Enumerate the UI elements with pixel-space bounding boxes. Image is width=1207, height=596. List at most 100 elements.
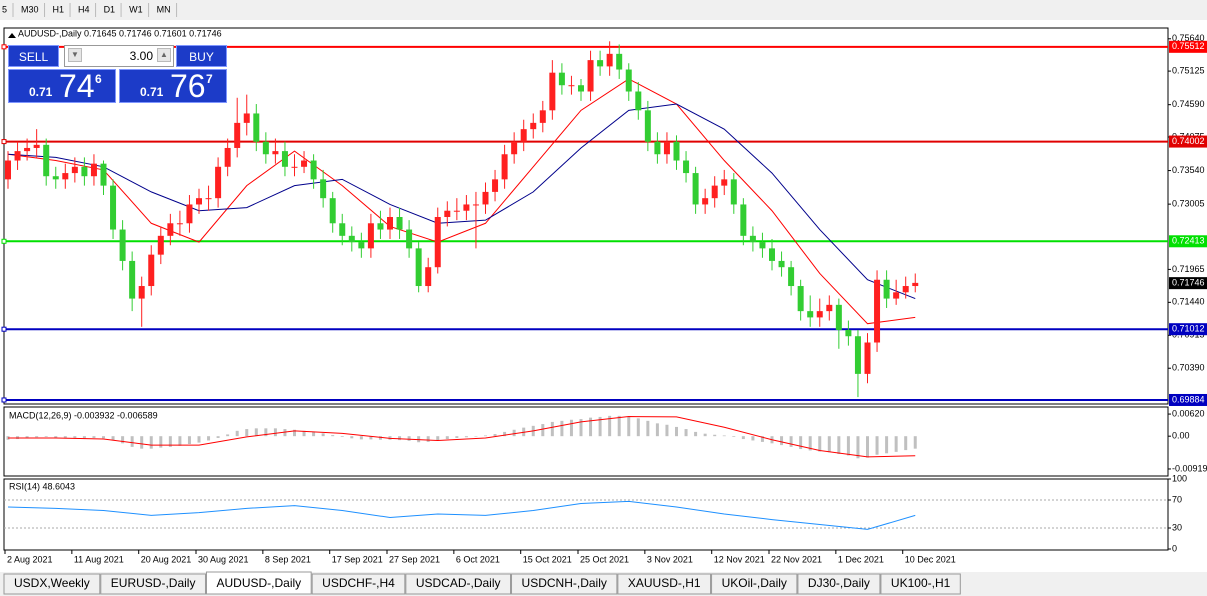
tab-label[interactable]: DJ30-,Daily [808,576,870,590]
tab[interactable] [617,573,712,595]
candle-body [281,151,288,167]
histogram-bar [751,436,755,441]
candle-body [129,260,136,299]
y-tick-label: -0.00919 [1172,463,1207,473]
tab-label[interactable]: UKOil-,Daily [722,576,787,590]
buy-button[interactable]: BUY [176,45,227,67]
tab[interactable] [3,573,101,595]
tab-label[interactable]: EURUSD-,Daily [111,576,196,590]
tab[interactable] [311,573,406,595]
candle-body [234,122,241,148]
candle-body [568,85,575,87]
buy-price[interactable]: 0.71 76 7 [119,68,227,104]
tab-label[interactable]: USDCAD-,Daily [416,576,501,590]
candle-body [196,198,202,205]
level-label-bg [1169,40,1207,53]
tab[interactable] [797,573,881,595]
tab[interactable] [205,571,312,595]
candle-body [797,286,804,312]
candle-body [539,110,546,123]
histogram-bar [216,436,220,438]
timeframe-button[interactable]: M30 [21,4,39,14]
histogram-bar [130,436,134,447]
candle-body [730,179,737,205]
tab-label[interactable]: XAUUSD-,H1 [628,576,701,590]
timeframe-button[interactable]: W1 [129,4,143,14]
histogram-bar [512,429,516,437]
tab-label[interactable]: UK100-,H1 [891,576,951,590]
tab-label[interactable]: USDX,Weekly [14,576,90,590]
histogram-bar [560,420,564,437]
y-tick-label: 0.00620 [1172,408,1205,418]
candle-body [759,242,766,249]
histogram-bar [550,421,554,437]
histogram-bar [722,435,726,437]
indicator-line [7,103,916,300]
histogram-bar [474,436,478,437]
level-handle [1,139,7,145]
candle-body [444,210,451,217]
histogram-bar [140,436,144,449]
histogram-bar [627,416,631,437]
candle-body [635,91,642,111]
sell-button[interactable]: SELL [8,45,59,67]
lots-down[interactable]: ▼ [68,48,82,62]
candle-body [492,179,499,192]
y-tick-label: 0.75640 [1172,33,1205,43]
timeframe-button[interactable]: H4 [78,4,90,14]
timeframe-button[interactable]: H1 [53,4,65,14]
timeframe-button[interactable]: D1 [104,4,116,14]
tab[interactable] [100,573,206,595]
candle-body [81,166,88,177]
candle-body [893,292,900,299]
histogram-bar [149,436,153,449]
tab[interactable] [711,573,798,595]
y-tick-label: 0.75125 [1172,65,1205,75]
candle-body [148,254,155,287]
candle-body [301,160,308,167]
candle-body [816,311,823,318]
candle-body [520,129,527,142]
candle-body [616,53,623,70]
tab-label[interactable]: USDCHF-,H4 [322,576,395,590]
tab-label[interactable]: USDCNH-,Daily [522,576,607,590]
histogram-bar [283,429,287,437]
histogram-bar [808,436,812,451]
histogram-bar [675,426,678,437]
candle-body [406,229,413,249]
candle-body [845,329,852,337]
y-tick-label: 100 [1172,473,1187,483]
candle-body [826,304,833,312]
histogram-bar [760,436,764,442]
indicator-line [8,416,916,458]
tab[interactable] [405,573,512,595]
histogram-bar [732,436,736,437]
candle-body [463,204,470,211]
histogram-bar [894,436,898,452]
price-fraction: 7 [206,72,213,86]
candle-body [14,151,21,161]
histogram-bar [312,431,316,437]
candle-body [453,210,460,212]
x-tick-label: 3 Nov 2021 [647,554,693,564]
level-handle [1,397,7,403]
candle-body [310,160,317,180]
histogram-bar [254,428,258,437]
tab-label[interactable]: AUDUSD-,Daily [216,576,301,590]
sell-price[interactable]: 0.71 74 6 [8,68,116,104]
histogram-bar [168,436,172,447]
x-tick-label: 2 Aug 2021 [7,554,53,564]
lots-input[interactable]: 3.00 [64,45,174,67]
candle-body [358,242,365,249]
histogram-bar [569,419,573,437]
histogram-bar [827,436,831,453]
candle-body [205,198,212,200]
lots-up[interactable]: ▲ [157,48,171,62]
x-tick-label: 15 Oct 2021 [523,554,572,564]
timeframe-button[interactable]: MN [157,4,171,14]
tab[interactable] [880,573,961,595]
tab[interactable] [511,573,618,595]
histogram-bar [159,436,163,448]
timeframe-button[interactable]: 5 [2,4,7,14]
